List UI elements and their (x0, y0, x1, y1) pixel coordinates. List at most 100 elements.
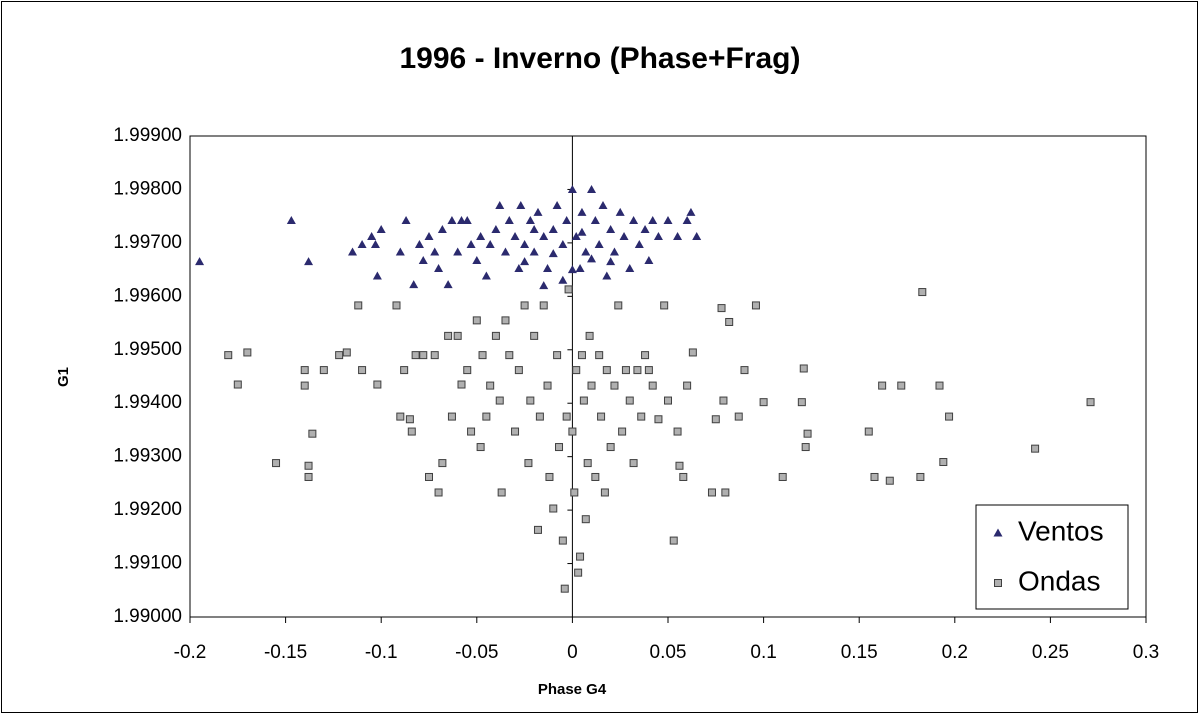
data-point (438, 459, 447, 468)
data-point (625, 264, 635, 273)
data-point (634, 239, 644, 248)
data-point (707, 488, 716, 497)
data-point (453, 331, 462, 340)
x-tick-label: -0.15 (264, 642, 307, 663)
data-point (558, 239, 568, 248)
data-point (637, 412, 646, 421)
data-point (545, 472, 554, 481)
data-point (529, 247, 539, 256)
y-tick-label: 1.99300 (113, 446, 182, 467)
data-point (571, 231, 581, 240)
data-point (664, 396, 672, 405)
data-point (395, 247, 405, 256)
data-point (594, 239, 604, 248)
data-point (510, 231, 520, 240)
data-point (581, 515, 590, 524)
data-point (679, 472, 688, 481)
data-point (577, 351, 586, 360)
data-point (1031, 444, 1040, 453)
data-point (501, 316, 510, 325)
data-point (583, 459, 592, 468)
data-point (567, 184, 577, 193)
data-point (401, 215, 411, 224)
data-point (500, 247, 510, 256)
data-point (514, 264, 524, 273)
x-tick-label: 0.1 (750, 642, 776, 663)
data-point (372, 271, 382, 280)
data-point (463, 366, 472, 375)
data-point (286, 215, 296, 224)
data-point (437, 225, 447, 234)
legend-box (975, 504, 1129, 610)
data-point (618, 427, 627, 436)
data-point (711, 415, 720, 424)
data-point (939, 458, 948, 467)
data-point (558, 536, 567, 545)
data-point (482, 412, 491, 421)
data-point (935, 381, 944, 390)
data-point (529, 225, 539, 234)
series (224, 285, 1095, 593)
data-point (543, 381, 552, 390)
data-point (799, 364, 808, 373)
x-axis-label: Phase G4 (538, 681, 607, 698)
data-point (721, 488, 730, 497)
legend-swatch (993, 528, 1003, 537)
y-tick-label: 1.99100 (113, 553, 182, 574)
data-point (486, 381, 495, 390)
x-tick-label: -0.05 (455, 642, 498, 663)
data-point (579, 396, 588, 405)
data-point (495, 200, 505, 209)
data-point (476, 231, 486, 240)
data-point (614, 301, 623, 310)
data-point (629, 215, 639, 224)
data-point (472, 316, 481, 325)
data-point (272, 459, 281, 468)
data-point (577, 227, 587, 236)
data-point (549, 504, 558, 513)
data-point (444, 331, 453, 340)
data-point (478, 351, 487, 360)
data-point (308, 429, 317, 438)
data-point (195, 257, 205, 266)
data-point (447, 412, 456, 421)
data-point (644, 256, 654, 265)
series (195, 184, 702, 290)
data-point (539, 301, 548, 310)
data-point (692, 231, 702, 240)
y-tick-label: 1.99900 (113, 125, 182, 146)
data-point (342, 348, 351, 357)
data-point (548, 249, 558, 258)
data-point (759, 398, 768, 407)
data-point (335, 351, 344, 360)
data-point (376, 225, 386, 234)
data-point (476, 443, 485, 452)
data-point (424, 231, 434, 240)
data-point (520, 301, 529, 310)
data-point (1086, 398, 1095, 407)
data-point (644, 366, 653, 375)
data-point (409, 280, 419, 289)
data-point (491, 331, 500, 340)
x-tick-label: 0 (567, 642, 578, 663)
data-point (405, 415, 414, 424)
data-point (719, 396, 728, 405)
legend-label: Ventos (1018, 515, 1104, 546)
data-point (497, 488, 506, 497)
data-point (570, 488, 579, 497)
data-point (606, 443, 615, 452)
x-tick-label: -0.1 (365, 642, 398, 663)
data-point (870, 472, 879, 481)
data-point (520, 257, 530, 266)
data-point (457, 380, 466, 389)
x-tick-label: 0.2 (942, 642, 968, 663)
y-tick-label: 1.99200 (113, 499, 182, 520)
data-point (562, 215, 572, 224)
data-point (577, 207, 587, 216)
data-point (673, 231, 683, 240)
data-point (543, 264, 553, 273)
data-point (590, 215, 600, 224)
data-point (801, 443, 810, 452)
data-point (233, 380, 242, 389)
data-point (224, 351, 233, 360)
